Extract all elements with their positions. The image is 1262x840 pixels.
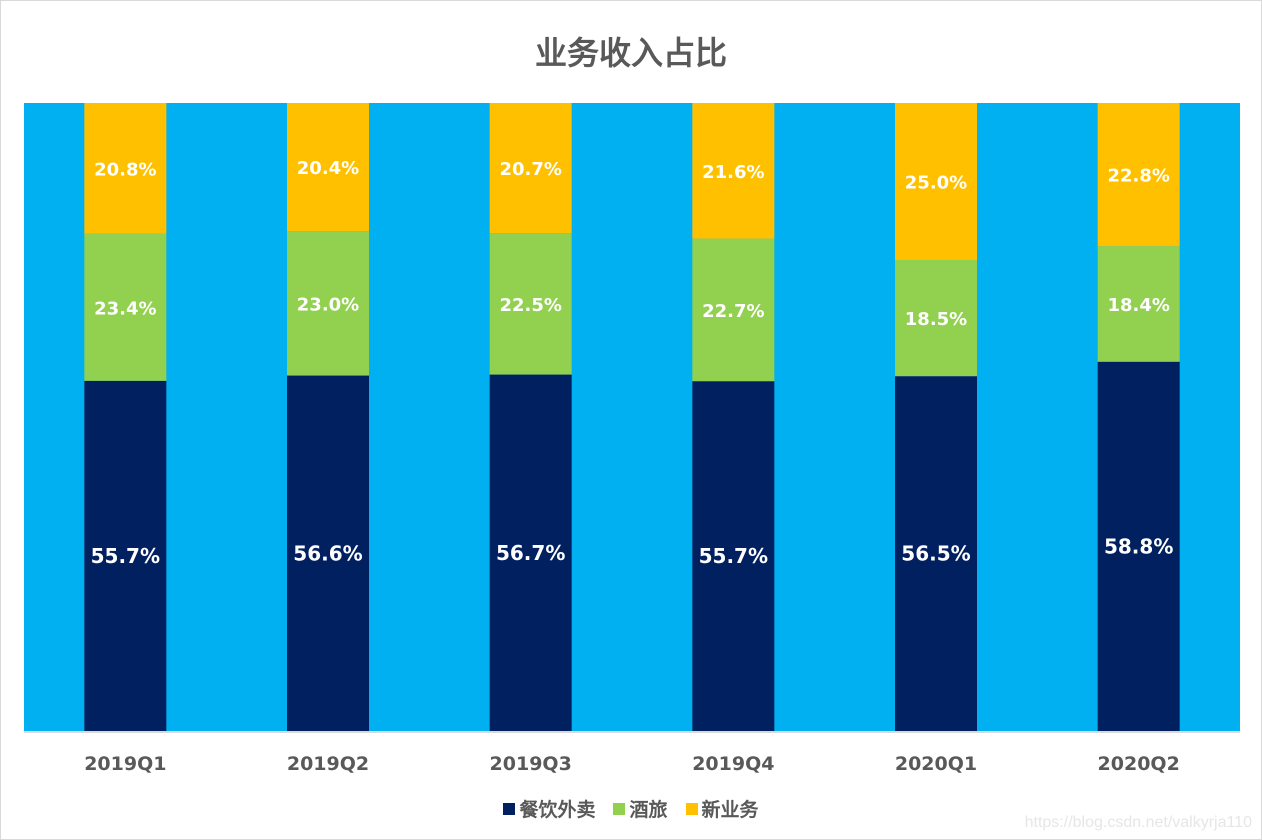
x-tick-label: 2019Q3 — [490, 753, 572, 775]
data-label: 22.7% — [702, 301, 764, 322]
bar-segment — [1097, 246, 1180, 362]
legend-swatch — [685, 802, 698, 815]
bar-segment — [1097, 103, 1180, 247]
legend-item: 酒旅 — [613, 795, 668, 822]
bar-segment — [895, 103, 977, 260]
legend-item: 餐饮外卖 — [503, 795, 595, 822]
data-label: 23.4% — [94, 298, 156, 319]
data-label: 20.7% — [499, 159, 561, 180]
x-tick-label: 2019Q2 — [287, 753, 369, 775]
x-tick-label: 2020Q2 — [1098, 753, 1180, 775]
bar-segment — [84, 380, 167, 731]
bar-segment — [692, 103, 775, 239]
data-label: 20.8% — [94, 159, 156, 180]
data-label: 55.7% — [91, 544, 160, 568]
bar-segment — [692, 381, 775, 731]
bar-segment — [692, 238, 775, 382]
data-label: 55.7% — [699, 544, 768, 568]
bar-segment — [287, 375, 369, 731]
legend-item: 新业务 — [685, 795, 759, 822]
legend-label: 新业务 — [701, 799, 759, 821]
watermark: https://blog.csdn.net/valkyrja110 — [1024, 814, 1252, 831]
bar-segment — [287, 231, 369, 376]
bar-segment — [489, 103, 572, 234]
bar-segment — [489, 374, 572, 731]
data-label: 21.6% — [702, 162, 764, 183]
data-label: 20.4% — [297, 158, 359, 179]
plot-background — [24, 103, 1240, 731]
bar-segment — [84, 233, 167, 381]
x-tick-label: 2019Q4 — [692, 753, 774, 775]
data-label: 56.7% — [496, 541, 565, 565]
bar-segment — [895, 376, 977, 731]
data-label: 18.5% — [905, 309, 967, 330]
bar-segment — [287, 103, 369, 232]
data-label: 18.4% — [1107, 295, 1169, 316]
chart-title: 业务收入占比 — [534, 34, 727, 72]
bar-segment — [489, 233, 572, 375]
data-label: 58.8% — [1104, 534, 1173, 558]
data-label: 25.0% — [905, 173, 967, 194]
data-label: 22.8% — [1107, 166, 1169, 187]
legend: 餐饮外卖 酒旅 新业务 — [0, 795, 1262, 822]
data-label: 22.5% — [499, 295, 561, 316]
bar-segment — [1097, 361, 1180, 731]
legend-label: 餐饮外卖 — [519, 799, 596, 821]
legend-label: 酒旅 — [629, 799, 668, 821]
data-label: 23.0% — [297, 294, 359, 315]
bar-segment — [895, 260, 977, 377]
x-tick-label: 2019Q1 — [84, 753, 166, 775]
legend-swatch — [503, 802, 516, 815]
legend-swatch — [613, 802, 626, 815]
bar-segment — [84, 103, 167, 234]
data-label: 56.6% — [293, 541, 362, 565]
x-tick-label: 2020Q1 — [895, 753, 977, 775]
data-label: 56.5% — [901, 542, 970, 566]
